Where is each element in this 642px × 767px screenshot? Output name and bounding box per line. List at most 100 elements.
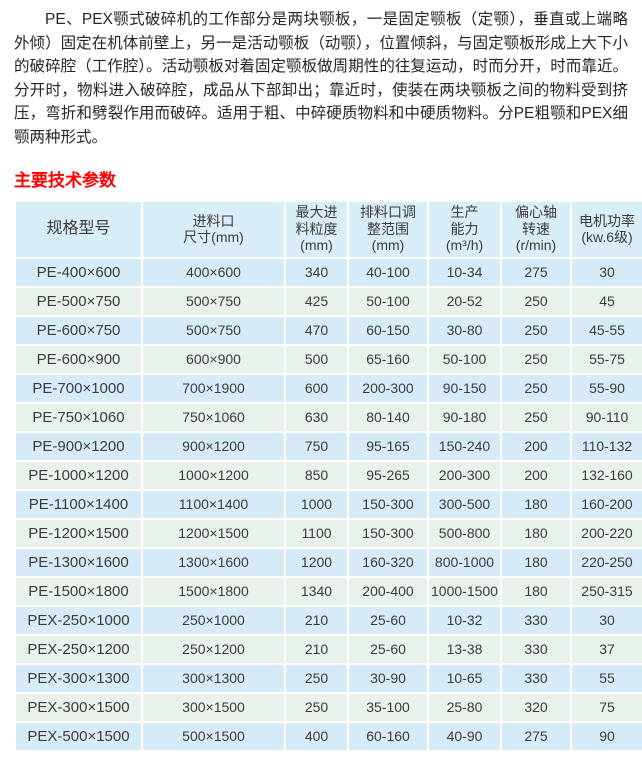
value-cell-eccentric-shaft-speed: 250: [502, 345, 570, 373]
table-row: PE-700×1000 700×1900 600 200-300 90-150 250 55…: [16, 374, 642, 402]
value-cell-motor-power: 45-55: [572, 316, 642, 344]
value-cell-capacity: 90-180: [429, 403, 500, 431]
value-cell-max-feed-size: 250: [286, 693, 347, 721]
value-cell-feed-opening-size: 900×1200: [143, 432, 284, 460]
value-cell-feed-opening-size: 1000×1200: [143, 461, 284, 489]
value-cell-capacity: 40-90: [429, 722, 500, 750]
value-cell-max-feed-size: 1100: [286, 519, 347, 547]
value-cell-feed-opening-size: 500×750: [143, 316, 284, 344]
table-row: PEX-250×1200 250×1200 210 25-60 13-38 330 37: [16, 635, 642, 663]
value-cell-feed-opening-size: 300×1300: [143, 664, 284, 692]
value-cell-feed-opening-size: 600×900: [143, 345, 284, 373]
value-cell-eccentric-shaft-speed: 250: [502, 287, 570, 315]
value-cell-discharge-adjust-range: 160-320: [349, 548, 427, 576]
table-row: PE-900×1200 900×1200 750 95-165 150-240 200 11…: [16, 432, 642, 460]
value-cell-feed-opening-size: 400×600: [143, 258, 284, 286]
value-cell-capacity: 25-80: [429, 693, 500, 721]
value-cell-capacity: 10-34: [429, 258, 500, 286]
value-cell-motor-power: 132-160: [572, 461, 642, 489]
value-cell-discharge-adjust-range: 60-150: [349, 316, 427, 344]
value-cell-motor-power: 200-220: [572, 519, 642, 547]
value-cell-discharge-adjust-range: 50-100: [349, 287, 427, 315]
table-row: PEX-500×1500 500×1500 400 60-160 40-90 275 90: [16, 722, 642, 750]
value-cell-eccentric-shaft-speed: 200: [502, 432, 570, 460]
value-cell-discharge-adjust-range: 30-90: [349, 664, 427, 692]
value-cell-motor-power: 45: [572, 287, 642, 315]
table-row: PE-1300×1600 1300×1600 1200 160-320 800-1000…: [16, 548, 642, 576]
model-cell: PE-500×750: [16, 287, 141, 315]
value-cell-capacity: 10-65: [429, 664, 500, 692]
model-cell: PE-700×1000: [16, 374, 141, 402]
value-cell-max-feed-size: 1340: [286, 577, 347, 605]
value-cell-feed-opening-size: 1300×1600: [143, 548, 284, 576]
column-header-capacity: 生产 能力 (m³/h): [429, 201, 500, 257]
value-cell-capacity: 300-500: [429, 490, 500, 518]
model-cell: PEX-300×1300: [16, 664, 141, 692]
value-cell-eccentric-shaft-speed: 330: [502, 635, 570, 663]
model-cell: PE-600×750: [16, 316, 141, 344]
value-cell-discharge-adjust-range: 200-400: [349, 577, 427, 605]
value-cell-feed-opening-size: 500×1500: [143, 722, 284, 750]
model-cell: PE-750×1060: [16, 403, 141, 431]
table-row: PE-500×750 500×750 425 50-100 20-52 250 45: [16, 287, 642, 315]
value-cell-feed-opening-size: 500×750: [143, 287, 284, 315]
value-cell-discharge-adjust-range: 95-265: [349, 461, 427, 489]
value-cell-motor-power: 30: [572, 606, 642, 634]
value-cell-max-feed-size: 250: [286, 664, 347, 692]
table-row: PEX-250×1000 250×1000 210 25-60 10-32 330 30: [16, 606, 642, 634]
value-cell-capacity: 90-150: [429, 374, 500, 402]
model-cell: PE-1100×1400: [16, 490, 141, 518]
table-row: PE-1000×1200 1000×1200 850 95-265 200-300 200…: [16, 461, 642, 489]
value-cell-feed-opening-size: 250×1000: [143, 606, 284, 634]
value-cell-discharge-adjust-range: 25-60: [349, 635, 427, 663]
value-cell-eccentric-shaft-speed: 180: [502, 548, 570, 576]
value-cell-feed-opening-size: 700×1900: [143, 374, 284, 402]
table-body: PE-400×600 400×600 340 40-100 10-34 275 30 PE-5…: [16, 258, 642, 750]
table-row: PEX-300×1500 300×1500 250 35-100 25-80 320 75: [16, 693, 642, 721]
table-row: PE-1500×1800 1500×1800 1340 200-400 1000-150…: [16, 577, 642, 605]
value-cell-motor-power: 250-315: [572, 577, 642, 605]
value-cell-discharge-adjust-range: 200-300: [349, 374, 427, 402]
value-cell-eccentric-shaft-speed: 180: [502, 577, 570, 605]
value-cell-max-feed-size: 210: [286, 635, 347, 663]
value-cell-eccentric-shaft-speed: 250: [502, 316, 570, 344]
table-row: PEX-300×1300 300×1300 250 30-90 10-65 330 55: [16, 664, 642, 692]
value-cell-discharge-adjust-range: 95-165: [349, 432, 427, 460]
value-cell-discharge-adjust-range: 65-160: [349, 345, 427, 373]
value-cell-eccentric-shaft-speed: 250: [502, 374, 570, 402]
column-header-discharge-adjust-range: 排料口调 整范围 (mm): [349, 201, 427, 257]
value-cell-capacity: 500-800: [429, 519, 500, 547]
table-row: PE-600×900 600×900 500 65-160 50-100 250 55-75: [16, 345, 642, 373]
table-row: PE-1100×1400 1100×1400 1000 150-300 300-500 1…: [16, 490, 642, 518]
value-cell-discharge-adjust-range: 35-100: [349, 693, 427, 721]
value-cell-max-feed-size: 425: [286, 287, 347, 315]
model-cell: PE-600×900: [16, 345, 141, 373]
value-cell-feed-opening-size: 1200×1500: [143, 519, 284, 547]
value-cell-capacity: 10-32: [429, 606, 500, 634]
value-cell-motor-power: 90: [572, 722, 642, 750]
model-cell: PEX-300×1500: [16, 693, 141, 721]
model-cell: PE-400×600: [16, 258, 141, 286]
value-cell-eccentric-shaft-speed: 330: [502, 606, 570, 634]
specs-table: 规格型号 进料口 尺寸(mm) 最大进 料粒度 (mm) 排料口调 整范围 (mm) 生产 能力 (m…: [14, 199, 642, 752]
value-cell-max-feed-size: 400: [286, 722, 347, 750]
column-header-eccentric-shaft-speed: 偏心轴 转速 (r/min): [502, 201, 570, 257]
value-cell-motor-power: 160-200: [572, 490, 642, 518]
value-cell-motor-power: 220-250: [572, 548, 642, 576]
value-cell-max-feed-size: 850: [286, 461, 347, 489]
value-cell-max-feed-size: 470: [286, 316, 347, 344]
value-cell-max-feed-size: 750: [286, 432, 347, 460]
value-cell-motor-power: 110-132: [572, 432, 642, 460]
column-header-model: 规格型号: [16, 201, 141, 257]
value-cell-eccentric-shaft-speed: 275: [502, 258, 570, 286]
model-cell: PE-1300×1600: [16, 548, 141, 576]
table-row: PE-400×600 400×600 340 40-100 10-34 275 30: [16, 258, 642, 286]
value-cell-motor-power: 55: [572, 664, 642, 692]
value-cell-max-feed-size: 210: [286, 606, 347, 634]
column-header-feed-opening-size: 进料口 尺寸(mm): [143, 201, 284, 257]
value-cell-discharge-adjust-range: 150-300: [349, 519, 427, 547]
model-cell: PEX-250×1200: [16, 635, 141, 663]
value-cell-motor-power: 37: [572, 635, 642, 663]
column-header-motor-power: 电机功率 (kw.6级): [572, 201, 642, 257]
